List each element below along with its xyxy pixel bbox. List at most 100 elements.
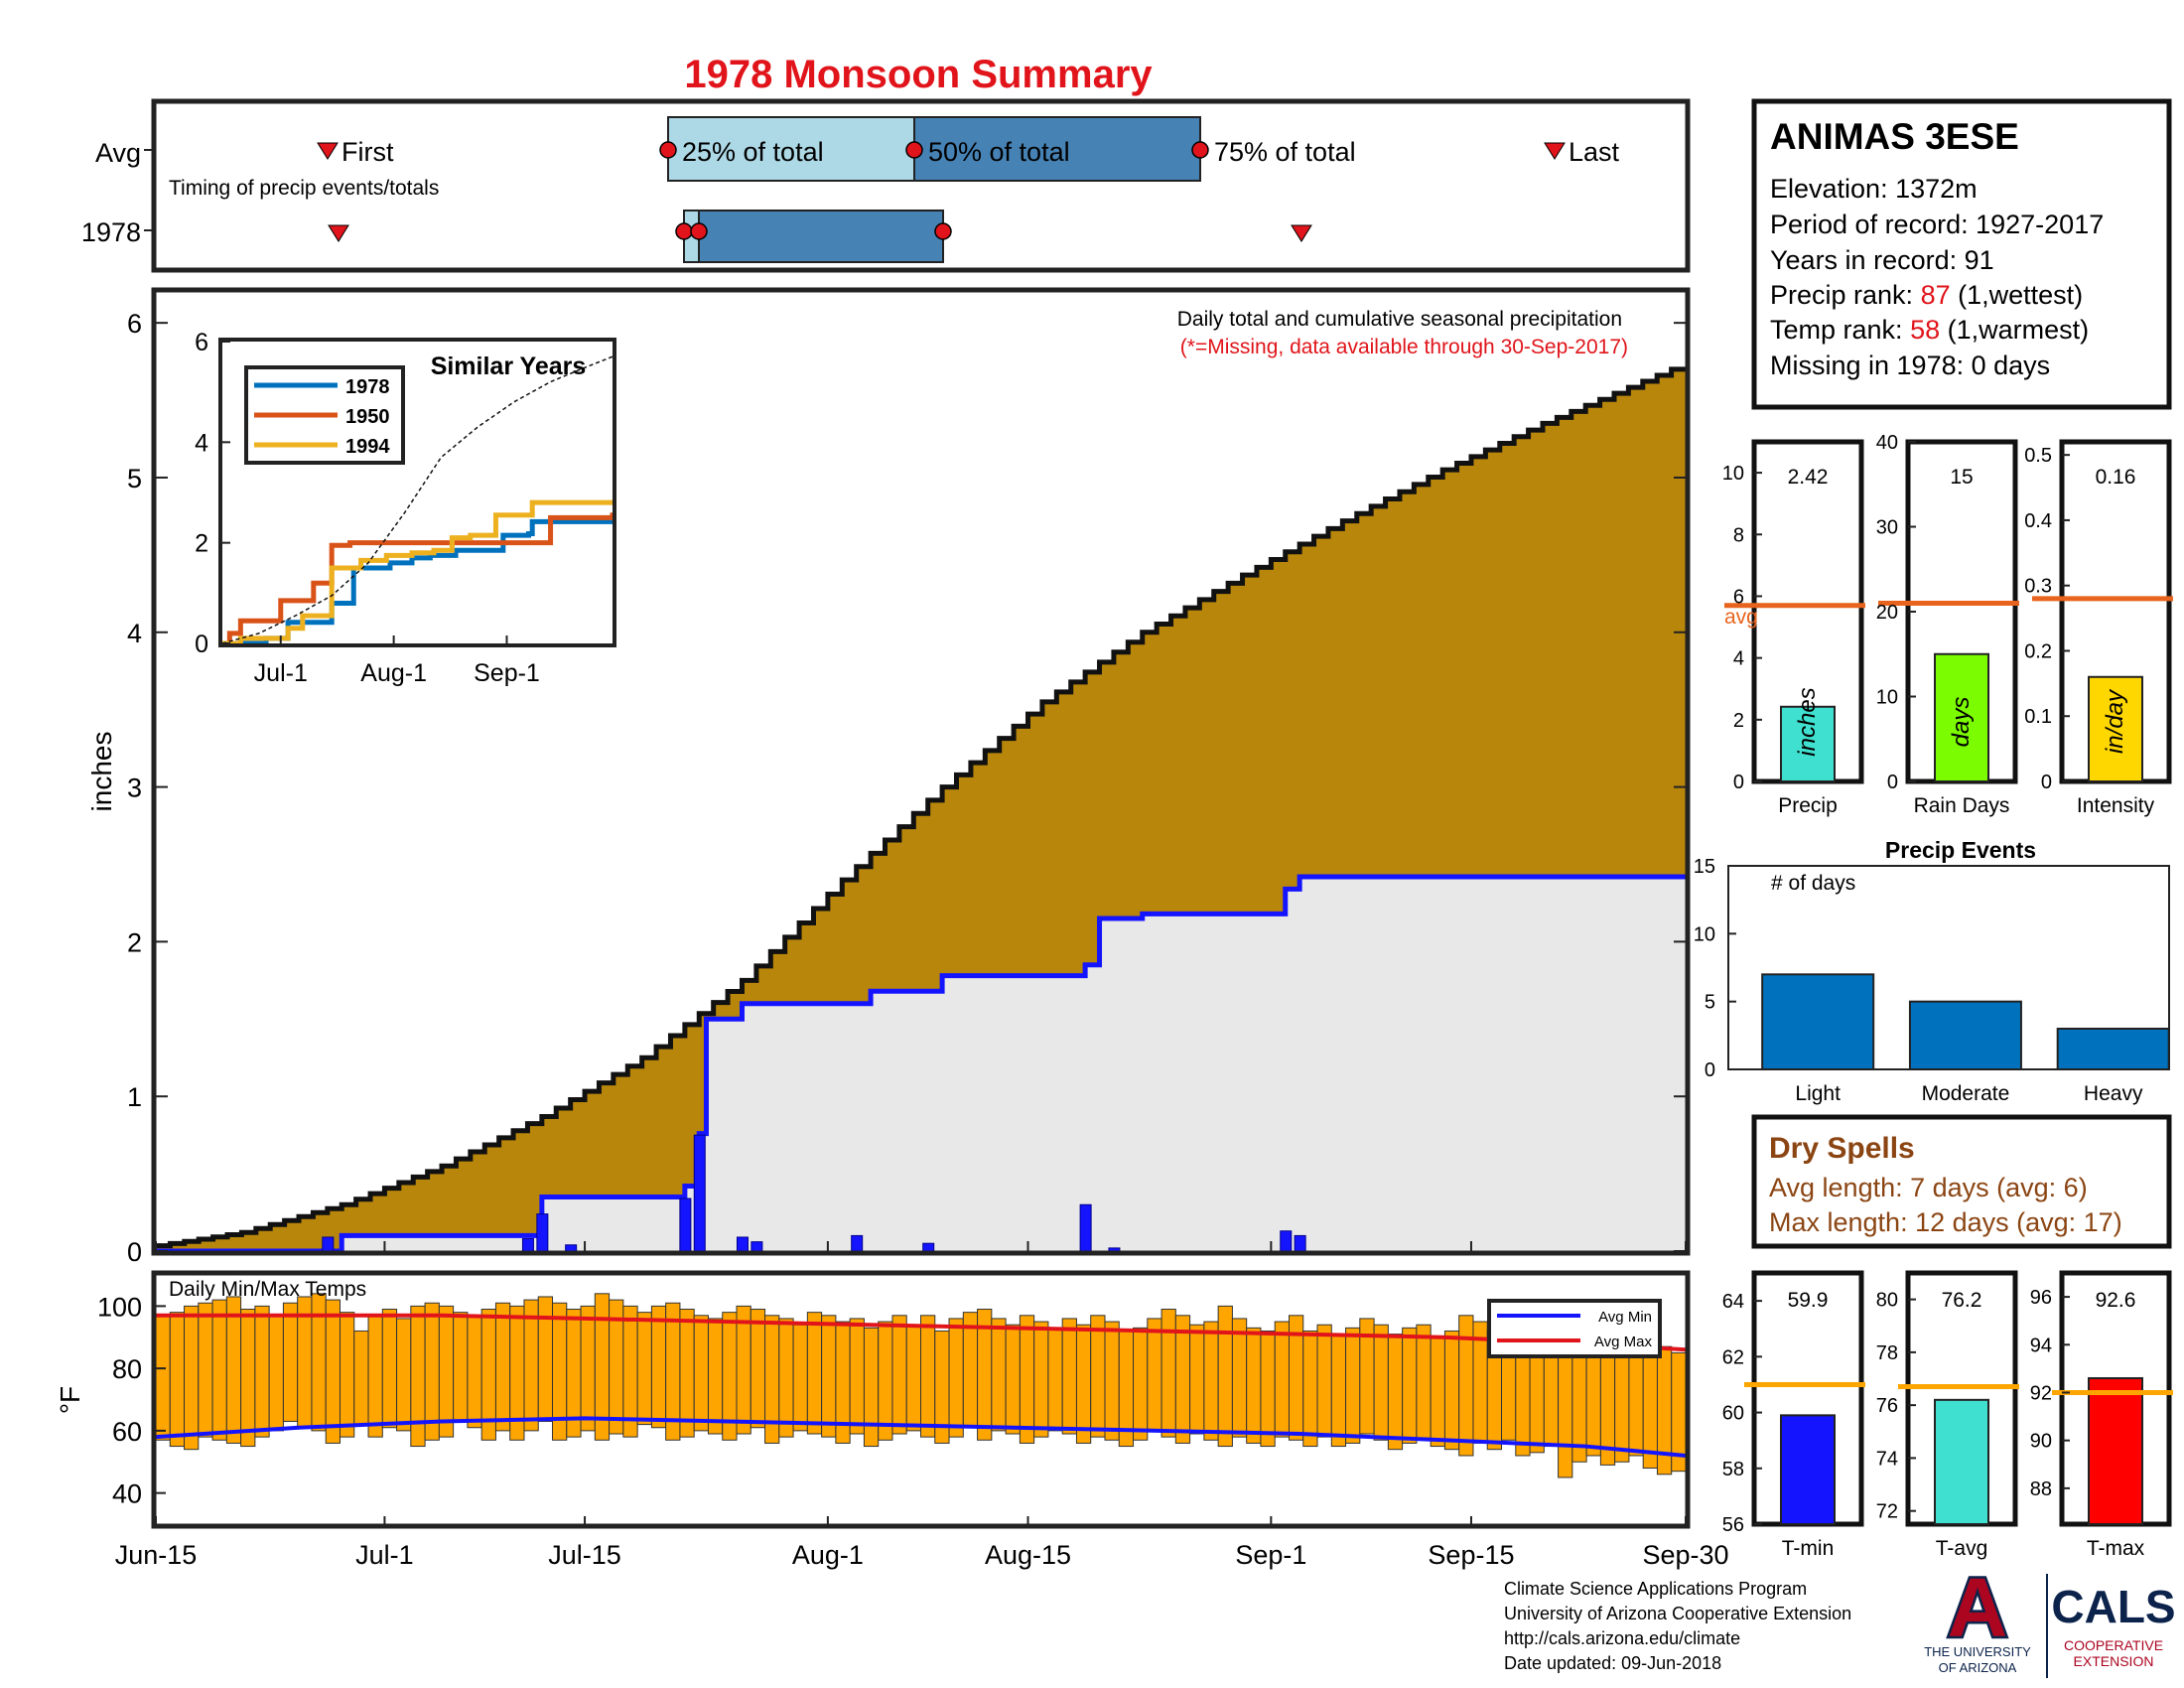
daily-temp-range-bar xyxy=(1345,1327,1361,1444)
daily-temp-range-bar xyxy=(424,1302,440,1441)
daily-temp-range-bar xyxy=(1104,1321,1120,1441)
daily-temp-range-bar xyxy=(367,1315,383,1438)
tmin-value: 59.9 xyxy=(1788,1289,1829,1312)
temperature-panel: 40 60 80 100 Daily Min/Max Temps °F Avg Min… xyxy=(55,1270,1691,1529)
daily-temp-range-bar xyxy=(169,1312,186,1448)
daily-temp-range-bar xyxy=(948,1318,964,1438)
daily-temp-range-bar xyxy=(1316,1324,1332,1438)
tavg-tick-label: 74 xyxy=(1876,1448,1898,1470)
daily-temp-range-bar xyxy=(1430,1336,1445,1448)
daily-temp-range-bar xyxy=(453,1312,469,1422)
dry-spells-title: Dry Spells xyxy=(1769,1132,1915,1165)
daily-precip-bar xyxy=(1280,1230,1293,1252)
footer: Climate Science Applications Program Uni… xyxy=(1504,1579,1851,1673)
precip-label: Precip xyxy=(1778,794,1838,817)
daily-temp-range-bar xyxy=(991,1318,1007,1432)
precip-rank-value: 87 xyxy=(1921,280,1951,310)
daily-temp-range-bar xyxy=(254,1305,270,1438)
daily-precip-bar xyxy=(679,1197,692,1252)
daily-temp-range-bar xyxy=(580,1305,596,1432)
daily-temp-range-bar xyxy=(707,1318,724,1435)
timing-note: Timing of precip events/totals xyxy=(169,177,439,200)
daily-temp-range-bar xyxy=(1373,1324,1389,1441)
daily-temp-range-bar xyxy=(905,1324,922,1432)
daily-temp-range-bar xyxy=(1443,1330,1460,1451)
precip-tick-label: 4 xyxy=(1733,648,1744,670)
daily-temp-range-bar xyxy=(268,1315,284,1432)
precip-tick-label: 0 xyxy=(1733,772,1744,793)
daily-temp-range-bar xyxy=(693,1315,709,1432)
cumulative-panel: 0 1 2 3 4 5 6 inches Daily total and cumulativ… xyxy=(86,287,1691,1267)
footer-line-1: Climate Science Applications Program xyxy=(1504,1579,1807,1599)
timing-1978-75-marker xyxy=(934,222,952,240)
tavg-bar xyxy=(1934,1398,1989,1525)
timing-avg-25-50-box xyxy=(667,116,915,182)
precip-tick-label: 8 xyxy=(1733,524,1744,546)
university-logo: A THE UNIVERSITY OF ARIZONA CALS COOPERA… xyxy=(1924,1559,2176,1678)
cumulative-missing-note: (*=Missing, data available through 30-Se… xyxy=(1180,336,1628,358)
timing-row-year-label: 1978 xyxy=(81,217,141,247)
daily-temp-range-bar xyxy=(1571,1339,1587,1463)
tmax-tick-label: 94 xyxy=(2030,1335,2052,1356)
daily-temp-range-bar xyxy=(1402,1327,1418,1444)
inset-legend-1978: 1978 xyxy=(345,376,390,398)
timing-50-label: 50% of total xyxy=(928,137,1070,167)
temp-bars xyxy=(155,1293,1687,1478)
daily-temp-range-bar xyxy=(339,1312,355,1438)
daily-precip-bar xyxy=(693,1134,706,1252)
precip-value: 2.42 xyxy=(1788,466,1829,489)
rain_days-label: Rain Days xyxy=(1914,794,2010,817)
figure-title: 1978 Monsoon Summary xyxy=(684,53,1153,96)
daily-temp-range-bar xyxy=(1005,1324,1021,1435)
temp-y-tick-label: 100 xyxy=(97,1292,142,1322)
cumulative-y-ticks: 0 1 2 3 4 5 6 xyxy=(127,309,1686,1267)
date-x-tick-label: Jun-15 xyxy=(115,1540,198,1570)
intensity-value: 0.16 xyxy=(2096,466,2136,489)
cals-logo-line-1: COOPERATIVE xyxy=(2064,1637,2163,1653)
dry-spells-max: Max length: 12 days (avg: 17) xyxy=(1769,1207,2122,1237)
date-x-tick-label: Sep-30 xyxy=(1642,1540,1728,1570)
daily-temp-range-bar xyxy=(806,1312,823,1435)
daily-temp-range-bar xyxy=(410,1305,426,1448)
station-temp-rank: Temp rank: 58 (1,warmest) xyxy=(1770,315,2089,345)
inset-ticks: 0 2 4 6 Jul-1 Aug-1 Sep-1 xyxy=(195,329,540,687)
precip-event-bar xyxy=(1908,1000,2022,1071)
station-name: ANIMAS 3ESE xyxy=(1770,116,2019,157)
daily-temp-range-bar xyxy=(155,1315,171,1441)
intensity-tick-label: 0.4 xyxy=(2024,510,2052,532)
temp-y-tick-label: 40 xyxy=(112,1479,142,1509)
intensity-tick-label: 0.5 xyxy=(2024,445,2052,467)
tmax-bar xyxy=(2088,1377,2143,1525)
daily-precip-bar xyxy=(536,1213,549,1252)
cumulative-y-tick-label: 2 xyxy=(127,927,142,957)
daily-temp-range-bar xyxy=(438,1305,455,1438)
tmax-value: 92.6 xyxy=(2096,1289,2136,1312)
inset-line-1950 xyxy=(222,512,615,646)
intensity-bar xyxy=(2088,675,2143,782)
temp-legend-max: Avg Max xyxy=(1594,1334,1653,1350)
temp-legend-min: Avg Min xyxy=(1598,1309,1652,1326)
precip-event-bar xyxy=(1761,973,1875,1070)
cumulative-note: Daily total and cumulative seasonal prec… xyxy=(1177,308,1622,331)
ua-logo-letter: A xyxy=(1948,1561,2008,1654)
timing-75-label: 75% of total xyxy=(1214,137,1356,167)
precip-avg-label: avg xyxy=(1724,606,1758,629)
daily-temp-range-bar xyxy=(1090,1315,1106,1438)
daily-temp-range-bar xyxy=(523,1299,539,1432)
daily-precip-bar xyxy=(922,1242,935,1252)
cumulative-y-tick-label: 6 xyxy=(127,309,142,339)
timing-panel: Avg 1978 Timing of precip events/totals … xyxy=(81,98,1691,273)
tmax-tick-label: 92 xyxy=(2030,1382,2052,1404)
daily-precip-bar xyxy=(851,1234,864,1252)
daily-precip-bar xyxy=(736,1236,749,1252)
inset-avg-line xyxy=(221,355,614,644)
precip-event-category-label: Light xyxy=(1795,1082,1841,1105)
cumulative-panel-frame xyxy=(151,287,1691,1256)
temp-rank-value: 58 xyxy=(1910,315,1940,345)
temp-panel-title: Daily Min/Max Temps xyxy=(169,1278,366,1301)
daily-temp-range-bar xyxy=(821,1315,837,1438)
cumulative-y-tick-label: 3 xyxy=(127,774,142,803)
inset-legend-1994: 1994 xyxy=(345,436,390,458)
intensity-label: Intensity xyxy=(2077,794,2155,817)
cumulative-y-axis-label: inches xyxy=(86,732,117,812)
